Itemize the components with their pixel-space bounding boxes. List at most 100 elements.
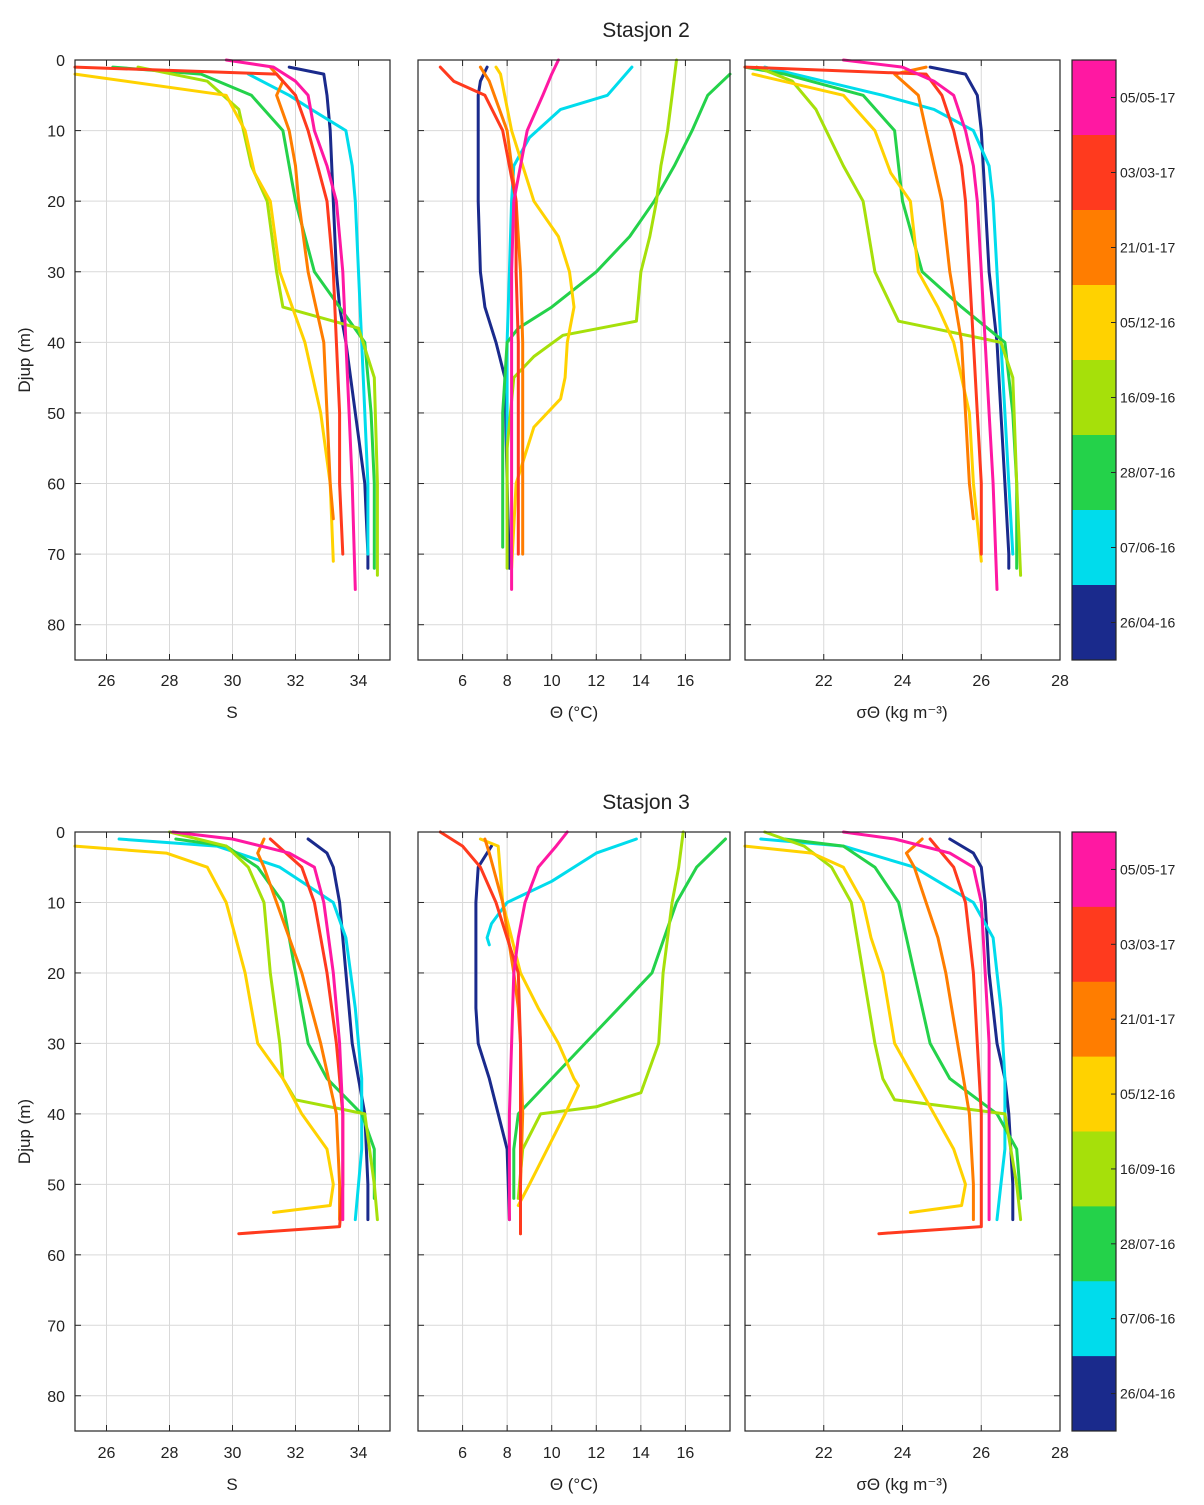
colorbar-label: 21/01-17: [1120, 240, 1175, 256]
series-line-21-01-17: [268, 65, 335, 521]
series-line-03-03-17: [438, 65, 520, 556]
colorbar-label: 07/06-16: [1120, 1311, 1175, 1327]
x-tick-label: 12: [587, 673, 605, 690]
x-axis-label: σΘ (kg m⁻³): [856, 703, 947, 722]
x-tick-label: 12: [587, 1445, 605, 1462]
series-line-05-05-17: [507, 830, 569, 1222]
x-tick-label: 26: [972, 1445, 990, 1462]
x-tick-label: 24: [894, 1445, 912, 1462]
y-tick-label: 80: [47, 618, 65, 635]
series-line-07-06-16: [246, 72, 370, 556]
x-axis-label: Θ (°C): [550, 1475, 598, 1494]
x-tick-label: 24: [894, 673, 912, 690]
colorbar-frame: [1071, 59, 1117, 661]
x-tick-label: 14: [632, 673, 650, 690]
colorbar-swatch: [1072, 906, 1116, 983]
y-tick-label: 0: [56, 825, 65, 842]
y-tick-label: 60: [47, 1248, 65, 1265]
x-tick-label: 10: [543, 673, 561, 690]
series-line-03-03-17: [877, 837, 983, 1236]
colorbar-swatch: [1072, 60, 1116, 136]
x-tick-label: 16: [677, 1445, 695, 1462]
colorbar-swatch: [1072, 1056, 1116, 1132]
x-tick-label: 6: [458, 673, 467, 690]
colorbar-swatch: [1072, 585, 1116, 661]
y-tick-label: 40: [47, 335, 65, 352]
colorbar-label: 05/05-17: [1120, 90, 1175, 106]
x-tick-label: 10: [543, 1445, 561, 1462]
series-line-05-05-17: [224, 58, 357, 591]
y-tick-label: 0: [56, 53, 65, 70]
x-tick-label: 26: [972, 673, 990, 690]
series-line-26-04-16: [306, 837, 370, 1222]
y-tick-label: 50: [47, 1177, 65, 1194]
panel-3: 22 24 26 28 σΘ (kg m⁻³): [743, 58, 1069, 722]
panel-1: 26 28 30 32 34 0 10 20 30 40 50 60 70 80 S: [47, 53, 391, 722]
series-line-05-05-17: [510, 58, 560, 591]
x-tick-label: 8: [503, 673, 512, 690]
series-line-03-03-17: [73, 65, 345, 556]
x-tick-label: 6: [458, 1445, 467, 1462]
series-line-16-09-16: [168, 830, 379, 1222]
colorbar-swatch: [1072, 435, 1116, 511]
series-line-07-06-16: [763, 65, 1015, 556]
series-line-28-07-16: [501, 72, 732, 549]
series-line-21-01-17: [256, 837, 342, 1222]
colorbar-swatch: [1072, 210, 1116, 286]
y-tick-label: 40: [47, 1107, 65, 1124]
series-line-05-05-17: [841, 830, 991, 1222]
series-group: [743, 58, 1023, 591]
y-tick-label: 20: [47, 966, 65, 983]
x-tick-label: 30: [224, 673, 242, 690]
series-group: [73, 830, 379, 1236]
y-tick-label: 80: [47, 1389, 65, 1406]
date-colorbar: 05/05-17 03/03-17 21/01-17 05/12-16 16/09-16…: [1071, 59, 1175, 661]
x-tick-label: 32: [287, 1445, 305, 1462]
x-tick-label: 8: [503, 1445, 512, 1462]
series-line-26-04-16: [474, 844, 511, 1222]
colorbar-label: 03/03-17: [1120, 165, 1175, 181]
station-title: Stasjon 2: [602, 19, 690, 42]
series-line-21-01-17: [904, 837, 975, 1222]
series-group: [743, 830, 1023, 1236]
series-line-16-09-16: [505, 58, 678, 570]
x-tick-label: 22: [815, 673, 833, 690]
y-tick-label: 10: [47, 895, 65, 912]
series-line-28-07-16: [512, 837, 727, 1200]
x-tick-label: 34: [350, 1445, 368, 1462]
colorbar-swatch: [1072, 832, 1116, 908]
colorbar-swatch: [1072, 1206, 1116, 1282]
x-tick-label: 22: [815, 1445, 833, 1462]
y-axis-label: Djup (m): [15, 1099, 34, 1164]
series-line-07-06-16: [117, 837, 364, 1222]
y-tick-label: 60: [47, 477, 65, 494]
colorbar-label: 05/12-16: [1120, 1086, 1175, 1102]
series-line-03-03-17: [743, 65, 983, 556]
series-group: [438, 58, 732, 591]
colorbar-swatch: [1072, 1281, 1116, 1357]
series-line-05-12-16: [73, 844, 335, 1214]
series-line-21-01-17: [893, 65, 975, 521]
panel-frame: [417, 59, 731, 661]
series-line-05-12-16: [478, 837, 580, 1207]
colorbar-label: 26/04-16: [1120, 615, 1175, 631]
series-line-05-05-17: [841, 58, 999, 591]
y-tick-label: 70: [47, 547, 65, 564]
x-tick-label: 28: [161, 673, 179, 690]
colorbar-frame: [1071, 831, 1117, 1432]
grid-lines: [75, 60, 390, 660]
colorbar-label: 16/09-16: [1120, 390, 1175, 406]
y-tick-label: 30: [47, 265, 65, 282]
series-line-05-12-16: [73, 72, 335, 563]
colorbar-swatch: [1072, 360, 1116, 436]
colorbar-swatch: [1072, 1356, 1116, 1432]
colorbar-swatch: [1072, 135, 1116, 211]
x-tick-label: 28: [1051, 1445, 1069, 1462]
station-title: Stasjon 3: [602, 791, 690, 814]
y-tick-label: 30: [47, 1036, 65, 1053]
panel-frame: [417, 831, 731, 1432]
series-line-21-01-17: [478, 65, 525, 556]
